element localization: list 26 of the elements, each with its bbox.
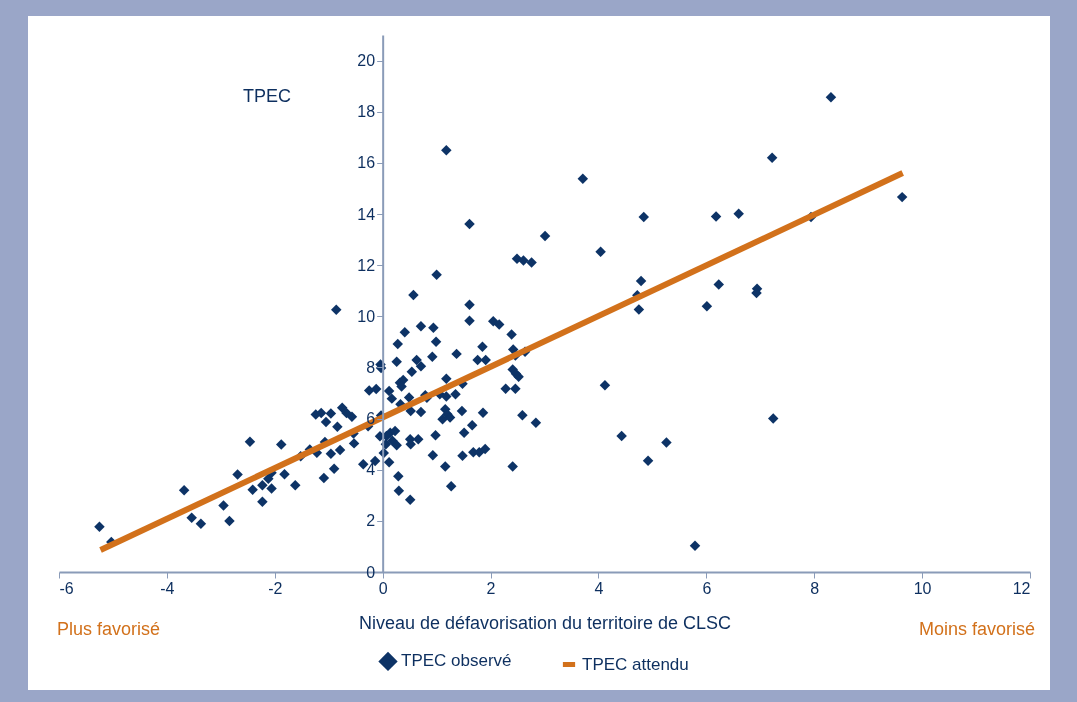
text: Plus favorisé xyxy=(57,619,161,639)
y-tick-label: 20 xyxy=(357,52,376,70)
y-tick-label: 10 xyxy=(357,307,376,325)
y-tick-label: 0 xyxy=(366,563,376,581)
y-tick-label: 4 xyxy=(366,461,376,479)
y-tick-label: 2 xyxy=(366,512,376,530)
y-tick-label: 8 xyxy=(366,358,376,376)
y-tick-label: 12 xyxy=(357,256,376,274)
x-axis-title: Niveau de défavorisation du territoire de CLSC xyxy=(358,612,732,633)
legend-label: TPEC attendu xyxy=(582,654,689,674)
x-tick-label: 8 xyxy=(810,579,820,597)
y-tick-label: 14 xyxy=(357,205,376,223)
x-tick-label: 10 xyxy=(913,579,932,597)
text: Moins favorisé xyxy=(918,619,1035,639)
x-tick-label: -6 xyxy=(59,579,74,597)
x-tick-label: -2 xyxy=(268,579,283,597)
x-tick-label: 4 xyxy=(594,579,604,597)
y-tick-label: 18 xyxy=(357,103,376,121)
x-tick-label: 2 xyxy=(486,579,496,597)
x-tick-label: -4 xyxy=(160,579,175,597)
x-tick-label: 12 xyxy=(1012,579,1031,597)
y-tick-label: 16 xyxy=(357,154,376,172)
x-tick-label: 0 xyxy=(378,579,388,597)
x-tick-label: 6 xyxy=(702,579,712,597)
y-axis-title: TPEC xyxy=(243,86,292,106)
legend-label: TPEC observé xyxy=(401,651,512,671)
